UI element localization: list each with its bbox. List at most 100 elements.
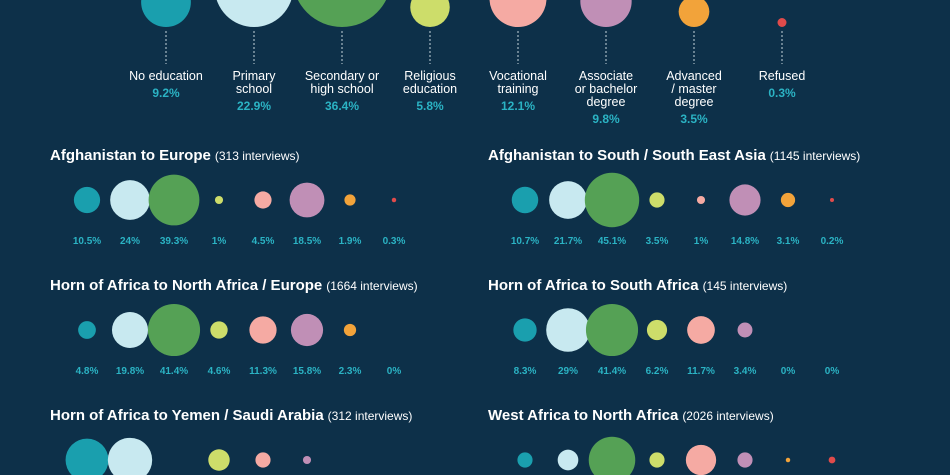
route-bubble bbox=[289, 182, 325, 218]
route-bubble bbox=[107, 437, 153, 475]
route-value-label: 10.7% bbox=[511, 236, 539, 247]
category-label: Vocational training bbox=[489, 69, 547, 96]
route-value-label: 0% bbox=[387, 366, 402, 377]
route-bubble bbox=[343, 323, 357, 337]
route-bubble bbox=[785, 457, 791, 463]
route-value-label: 4.5% bbox=[252, 236, 275, 247]
route-bubble bbox=[585, 303, 639, 357]
route-bubble bbox=[110, 180, 150, 220]
route-bubble bbox=[513, 318, 537, 342]
route-value-label: 8.3% bbox=[514, 366, 537, 377]
route-bubble bbox=[780, 192, 796, 208]
route-value-label: 24% bbox=[120, 236, 140, 247]
route-bubble bbox=[214, 195, 224, 205]
route-panel: Afghanistan to Europe (313 interviews) 10.… bbox=[50, 147, 406, 247]
route-value-label: 1.9% bbox=[339, 236, 362, 247]
route-value-label: 1% bbox=[694, 236, 709, 247]
overall-bubble bbox=[410, 0, 450, 27]
route-bubble bbox=[73, 186, 101, 214]
route-bubble bbox=[828, 456, 836, 464]
route-bubble bbox=[649, 452, 665, 468]
category-label: Primary school bbox=[232, 69, 276, 96]
route-value-label: 1% bbox=[212, 236, 227, 247]
overall-value-label: 9.2% bbox=[152, 86, 180, 100]
route-bubble bbox=[391, 197, 397, 203]
route-value-label: 11.3% bbox=[249, 366, 277, 377]
route-bubble bbox=[646, 319, 668, 341]
route-value-label: 21.7% bbox=[554, 236, 582, 247]
overall-value-label: 12.1% bbox=[501, 99, 535, 113]
overall-bubble bbox=[141, 0, 191, 27]
overall-bubble bbox=[489, 0, 547, 27]
route-panel: Horn of Africa to North Africa / Europe(… bbox=[50, 277, 418, 377]
route-value-label: 45.1% bbox=[598, 236, 626, 247]
overall-row: No education 9.2% Primary school 22.9% Second… bbox=[129, 0, 805, 126]
route-bubble bbox=[649, 192, 665, 208]
route-bubble bbox=[147, 303, 201, 357]
route-value-label: 41.4% bbox=[160, 366, 188, 377]
route-bubble bbox=[737, 322, 753, 338]
route-bubble bbox=[249, 316, 277, 344]
overall-value-label: 0.3% bbox=[768, 86, 796, 100]
route-panel: Horn of Africa to South Africa (145 inter… bbox=[488, 277, 839, 377]
route-value-label: 0.2% bbox=[821, 236, 844, 247]
category-label: Secondary or high school bbox=[305, 69, 379, 96]
category-label: Advanced / master degree bbox=[666, 69, 722, 109]
route-value-label: 15.8% bbox=[293, 366, 321, 377]
panel-title: West Africa to North Africa (2026 intervi… bbox=[488, 407, 774, 424]
route-bubble bbox=[517, 452, 533, 468]
route-bubble bbox=[208, 449, 230, 471]
route-bubble bbox=[549, 181, 587, 219]
route-bubble bbox=[584, 172, 640, 228]
route-bubble bbox=[737, 452, 753, 468]
category-label: No education bbox=[129, 69, 203, 83]
route-value-label: 4.8% bbox=[76, 366, 99, 377]
overall-bubble bbox=[216, 0, 292, 27]
route-value-label: 0.3% bbox=[383, 236, 406, 247]
route-bubble bbox=[696, 195, 706, 205]
route-bubble bbox=[148, 174, 200, 226]
route-value-label: 41.4% bbox=[598, 366, 626, 377]
overall-value-label: 22.9% bbox=[237, 99, 271, 113]
route-bubble bbox=[685, 444, 717, 475]
route-value-label: 3.1% bbox=[777, 236, 800, 247]
route-value-label: 39.3% bbox=[160, 236, 188, 247]
route-bubble bbox=[290, 313, 324, 347]
route-panel: Afghanistan to South / South East Asia (1… bbox=[488, 147, 860, 247]
overall-bubble bbox=[678, 0, 710, 27]
route-value-label: 3.5% bbox=[646, 236, 669, 247]
route-value-label: 14.8% bbox=[731, 236, 759, 247]
panel-title: Horn of Africa to Yemen / Saudi Arabia (3… bbox=[50, 407, 412, 424]
route-value-label: 0% bbox=[781, 366, 796, 377]
route-bubble bbox=[557, 449, 579, 471]
route-value-label: 3.4% bbox=[734, 366, 757, 377]
panel-title: Horn of Africa to North Africa / Europe(… bbox=[50, 277, 418, 294]
route-value-label: 29% bbox=[558, 366, 578, 377]
route-bubble bbox=[255, 452, 271, 468]
route-value-label: 6.2% bbox=[646, 366, 669, 377]
category-label: Religious education bbox=[403, 69, 457, 96]
panel-title: Horn of Africa to South Africa (145 inter… bbox=[488, 277, 787, 294]
panel-title: Afghanistan to Europe (313 interviews) bbox=[50, 147, 300, 164]
route-bubble bbox=[588, 436, 636, 475]
overall-bubble bbox=[777, 18, 787, 27]
route-bubble bbox=[546, 308, 590, 352]
route-bubble bbox=[511, 186, 539, 214]
overall-value-label: 5.8% bbox=[416, 99, 444, 113]
overall-bubble bbox=[297, 0, 387, 27]
route-value-label: 4.6% bbox=[208, 366, 231, 377]
route-value-label: 18.5% bbox=[293, 236, 321, 247]
category-label: Associate or bachelor degree bbox=[575, 69, 638, 109]
route-value-label: 19.8% bbox=[116, 366, 144, 377]
route-bubble bbox=[344, 194, 356, 206]
route-value-label: 10.5% bbox=[73, 236, 101, 247]
route-bubble bbox=[78, 321, 96, 339]
route-panel: West Africa to North Africa (2026 intervi… bbox=[488, 407, 836, 475]
route-bubble bbox=[254, 191, 272, 209]
overall-value-label: 9.8% bbox=[592, 112, 620, 126]
overall-bubble bbox=[580, 0, 632, 27]
overall-value-label: 3.5% bbox=[680, 112, 708, 126]
route-panel: Horn of Africa to Yemen / Saudi Arabia (3… bbox=[50, 407, 412, 475]
route-value-label: 0% bbox=[825, 366, 840, 377]
